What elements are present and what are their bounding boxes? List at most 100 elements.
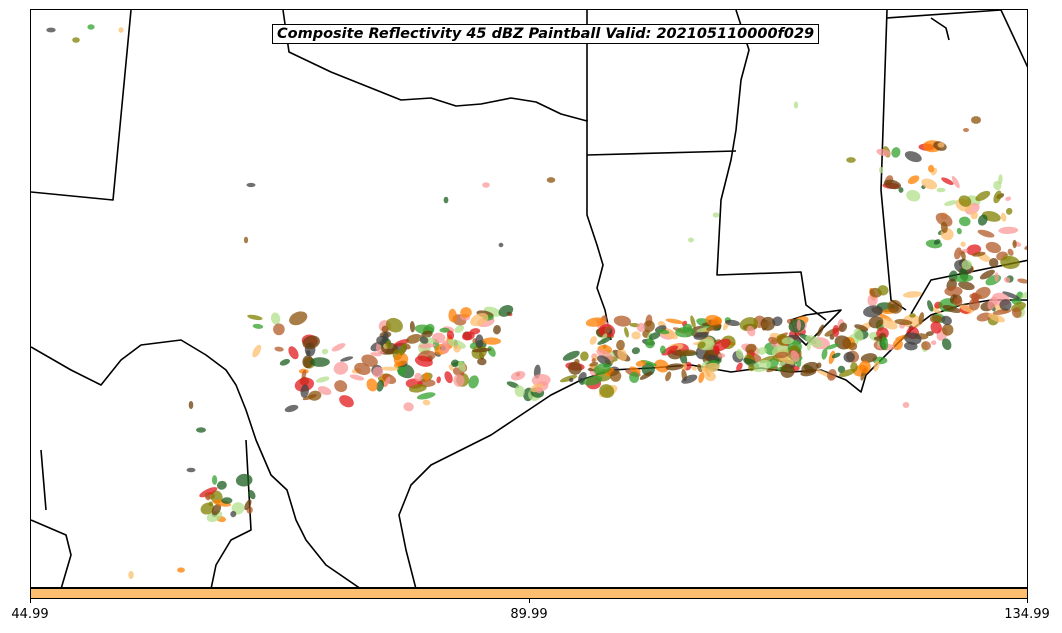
storm-cell [288,346,299,360]
colorbar-tick-mark [30,599,31,603]
storm-cell [930,321,942,334]
storm-cell [703,371,717,382]
storm-cell [894,319,913,326]
storm-cell [300,384,309,398]
storm-cell [927,300,934,312]
storm-cell [876,148,891,157]
storm-cell [972,251,986,257]
storm-cell [385,317,403,333]
storm-cell [302,355,314,369]
storm-cell [879,166,883,174]
storm-cell [468,375,479,389]
storm-cell [880,317,898,330]
storm-cell [629,366,641,374]
storm-cell [409,321,415,333]
storm-cell [860,353,878,363]
storm-cell [535,386,543,394]
storm-cell [681,374,698,384]
storm-cell [1000,255,1020,270]
storm-cell [562,350,580,361]
storm-cell [979,269,995,280]
storm-cell [385,340,392,349]
storm-cell [493,325,501,335]
storm-cell [631,347,640,355]
storm-cell [768,336,778,345]
storm-cell [450,359,459,368]
storm-cell [321,348,329,355]
storm-cell [273,323,285,336]
storm-cell [848,342,858,351]
storm-cell [506,381,520,389]
storm-cell [448,364,454,371]
storm-cell [904,151,922,163]
storm-cell [349,374,365,381]
storm-cell [580,351,589,361]
colorbar-tick-label-right: 134.99 [1004,607,1050,622]
storm-cell [688,237,694,243]
storm-cell [231,502,245,515]
storm-cell [756,347,767,355]
storm-cell [921,341,931,351]
storm-cell [244,499,252,511]
storm-cell [698,371,705,384]
storm-cell [959,216,971,227]
storm-cell [817,324,824,337]
storm-cell [665,371,672,382]
storm-cell [994,272,999,282]
storm-cell [909,313,916,318]
storm-cell [969,293,982,300]
storm-cell [462,331,475,341]
storm-cell [46,27,56,33]
storm-cell [370,352,382,357]
storm-cell [470,313,489,327]
storm-cell [340,356,354,362]
storm-cell [971,116,981,124]
storm-cell [1003,276,1011,283]
storm-cell [294,377,315,392]
storm-cell [936,187,946,193]
storm-cell [439,327,450,333]
storm-cell [656,329,670,335]
storm-cell [843,351,855,363]
storm-cell [186,467,196,473]
storm-cell [941,315,952,326]
storm-cell [918,312,925,325]
storm-cell [252,344,262,358]
storm-cell [834,335,851,350]
colorbar-tick-label-left: 44.99 [11,607,49,622]
storm-cell [1000,212,1007,222]
storm-cell [583,375,603,386]
reflectivity-paintball-layer [46,24,1027,579]
storm-cell [436,376,441,384]
storm-cell [868,316,884,329]
storm-cell [639,371,653,380]
storm-cell [846,157,856,163]
storm-cell [177,567,185,573]
storm-cell [599,384,615,398]
storm-cell [853,328,864,342]
storm-cell [659,345,666,354]
storm-cell [596,349,614,362]
storm-cell [998,226,1019,235]
storm-cell [305,350,311,357]
storm-cell [953,297,963,307]
storm-cell [772,316,783,327]
state-boundaries [31,10,1027,587]
storm-cell [825,343,840,350]
storm-cell [944,286,963,297]
storm-cell [477,357,487,366]
storm-cell [444,371,453,384]
storm-cell [941,323,954,336]
storm-cell [333,361,349,375]
storm-cell [453,374,465,387]
storm-cell [921,178,938,190]
storm-cell [959,304,975,313]
storm-cell [1007,248,1014,256]
storm-cell [970,211,979,220]
storm-cell [827,369,837,381]
storm-cell [617,348,627,361]
colorbar-tick-mark [529,599,530,603]
storm-cell [975,190,991,202]
storm-cell [805,335,823,348]
storm-cell [828,350,836,365]
